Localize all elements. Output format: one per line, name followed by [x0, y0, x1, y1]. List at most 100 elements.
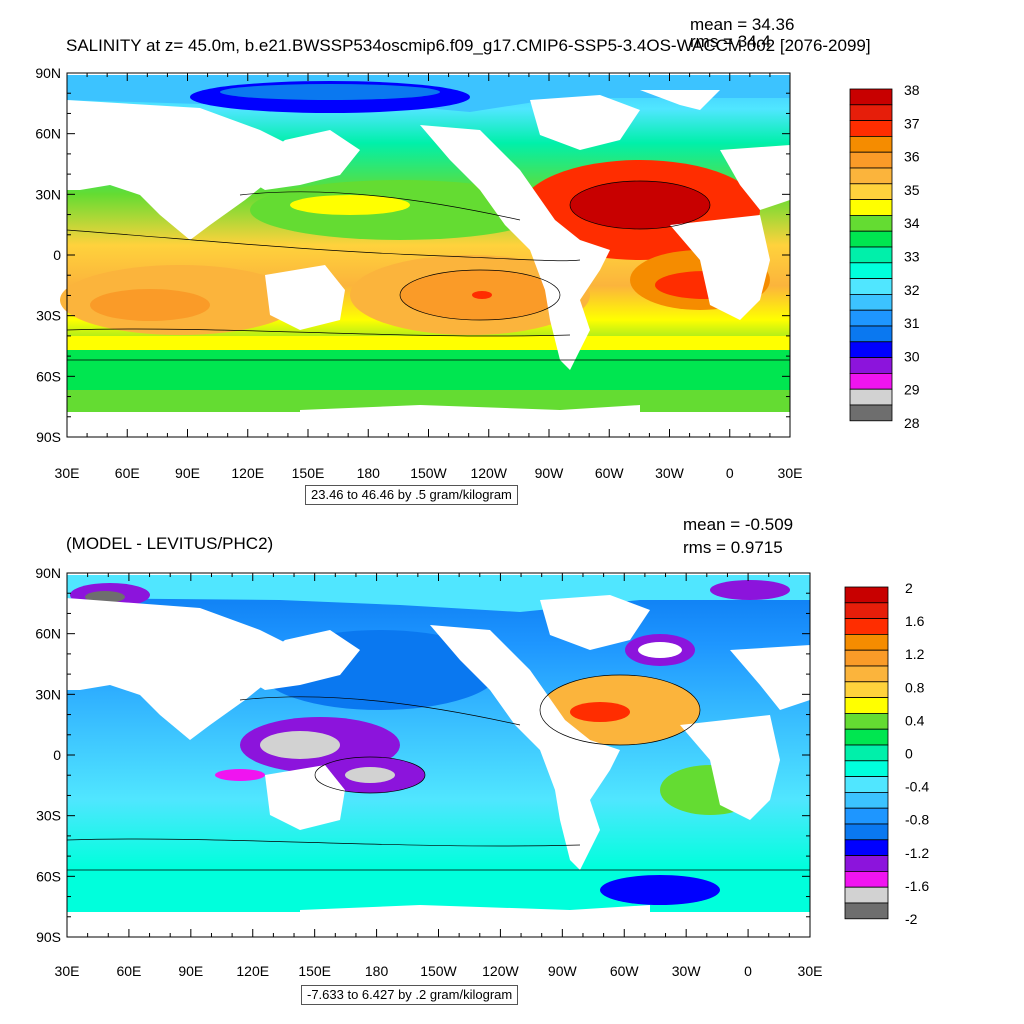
colorbar-box — [844, 665, 889, 683]
map1-lat-label: 60N — [35, 126, 61, 142]
map2-lon-label: 60W — [610, 963, 640, 979]
panel2-colorbar: 2 1.6 1.2 0.8 0.4 0 -0.4 -0.8 -1.2 -1.6 -2 — [844, 580, 929, 927]
map1-axes: 30E 60E 90E 120E 150E 180 150W 120W 90W 60W 30W 0 30… — [35, 65, 802, 481]
map2 — [66, 572, 811, 938]
colorbar-box — [849, 309, 893, 327]
colorbar-box — [849, 372, 893, 390]
map2-lon-label: 30W — [672, 963, 702, 979]
map2-lat-label: 0 — [53, 747, 61, 763]
colorbar-label: 1.2 — [905, 646, 925, 662]
colorbar-box — [844, 855, 889, 872]
map2-lon-label: 120E — [236, 963, 269, 979]
colorbar-label: 0.8 — [905, 679, 925, 695]
colorbar-box — [849, 404, 893, 422]
colorbar-box — [849, 151, 893, 169]
map2-lon-label: 120W — [482, 963, 519, 979]
colorbar-box — [844, 823, 889, 841]
colorbar-box — [849, 167, 893, 185]
colorbar-label: 32 — [904, 282, 920, 298]
map2-lat-label: 90S — [36, 929, 61, 945]
map1-lat-label: 90N — [35, 65, 61, 81]
colorbar-label: 37 — [904, 115, 920, 131]
map1-lon-label: 30E — [55, 465, 80, 481]
map1-lon-label: 150W — [410, 465, 447, 481]
map2-lon-label: 180 — [365, 963, 389, 979]
colorbar-box — [844, 792, 889, 809]
colorbar-box — [849, 214, 893, 232]
colorbar-box — [844, 839, 889, 856]
colorbar-label: 35 — [904, 182, 920, 198]
map1-lat-label: 30S — [36, 308, 61, 324]
panel1-colorbar: 38 37 36 35 34 33 32 31 30 29 28 — [849, 82, 920, 431]
colorbar-box — [844, 634, 889, 651]
colorbar-box — [849, 278, 893, 295]
map2-axes: 30E 60E 90E 120E 150E 180 150W 120W 90W 60W 30W 0 30… — [35, 565, 822, 979]
colorbar-box — [849, 357, 893, 374]
map1-lon-label: 30E — [778, 465, 803, 481]
colorbar-label: 38 — [904, 82, 920, 98]
map2-lat-label: 30N — [35, 686, 61, 702]
colorbar-box — [849, 262, 893, 279]
panel2-rms: rms = 0.9715 — [683, 538, 783, 557]
colorbar-label: -0.8 — [905, 812, 929, 828]
map2-lon-label: 60E — [116, 963, 141, 979]
map1 — [60, 72, 791, 438]
map2-lon-label: 150W — [420, 963, 457, 979]
colorbar-label: -1.6 — [905, 878, 929, 894]
panel1-title: SALINITY at z= 45.0m, b.e21.BWSSP534oscm… — [66, 36, 871, 55]
colorbar-box — [844, 871, 889, 888]
colorbar-label: -0.4 — [905, 779, 929, 795]
colorbar-box — [844, 807, 889, 825]
panel1-rms: rms = 34.4 — [690, 32, 771, 51]
colorbar-box — [844, 776, 889, 793]
map1-lon-label: 30W — [655, 465, 685, 481]
colorbar-box — [849, 388, 893, 406]
map2-lon-label: 90E — [178, 963, 203, 979]
map2-lat-label: 60N — [35, 626, 61, 642]
colorbar-box — [849, 293, 893, 311]
colorbar-box — [849, 88, 893, 106]
map1-lon-label: 120E — [231, 465, 264, 481]
colorbar-box — [844, 760, 889, 777]
colorbar-label: 36 — [904, 149, 920, 165]
colorbar-box — [849, 120, 893, 137]
map1-lat-label: 30N — [35, 186, 61, 202]
map1-lon-label: 90W — [535, 465, 565, 481]
map2-lon-label: 0 — [744, 963, 752, 979]
colorbar-box — [849, 325, 893, 343]
colorbar-box — [849, 230, 893, 248]
map1-lon-label: 150E — [292, 465, 325, 481]
colorbar-box — [849, 341, 893, 358]
panel1-mean: mean = 34.36 — [690, 15, 795, 34]
map2-lon-label: 30E — [55, 963, 80, 979]
colorbar-box — [844, 744, 889, 762]
colorbar-label: 34 — [904, 215, 920, 231]
panel1-range-box: 23.46 to 46.46 by .5 gram/kilogram — [305, 485, 518, 505]
colorbar-label: -2 — [905, 911, 918, 927]
map1-lon-label: 60E — [115, 465, 140, 481]
colorbar-box — [849, 104, 893, 122]
colorbar-label: 31 — [904, 315, 920, 331]
map1-lon-label: 180 — [357, 465, 381, 481]
panel2-mean: mean = -0.509 — [683, 515, 794, 534]
map1-lon-label: 0 — [726, 465, 734, 481]
colorbar-box — [844, 886, 889, 904]
map2-lon-label: 150E — [298, 963, 331, 979]
map2-lat-label: 60S — [36, 868, 61, 884]
map1-lat-label: 90S — [36, 429, 61, 445]
colorbar-label: 0.4 — [905, 712, 925, 728]
map2-lon-label: 30E — [798, 963, 823, 979]
colorbar-box — [844, 728, 889, 746]
colorbar-label: 33 — [904, 249, 920, 265]
colorbar-label: 1.6 — [905, 613, 925, 629]
panel2-title: (MODEL - LEVITUS/PHC2) — [66, 534, 274, 553]
map1-lat-label: 0 — [53, 247, 61, 263]
colorbar-label: 29 — [904, 382, 920, 398]
map2-lat-label: 30S — [36, 808, 61, 824]
colorbar-label: 0 — [905, 746, 913, 762]
colorbar-box — [844, 602, 889, 619]
colorbar-box — [844, 902, 889, 920]
map1-lon-label: 90E — [175, 465, 200, 481]
map1-lon-label: 120W — [470, 465, 507, 481]
